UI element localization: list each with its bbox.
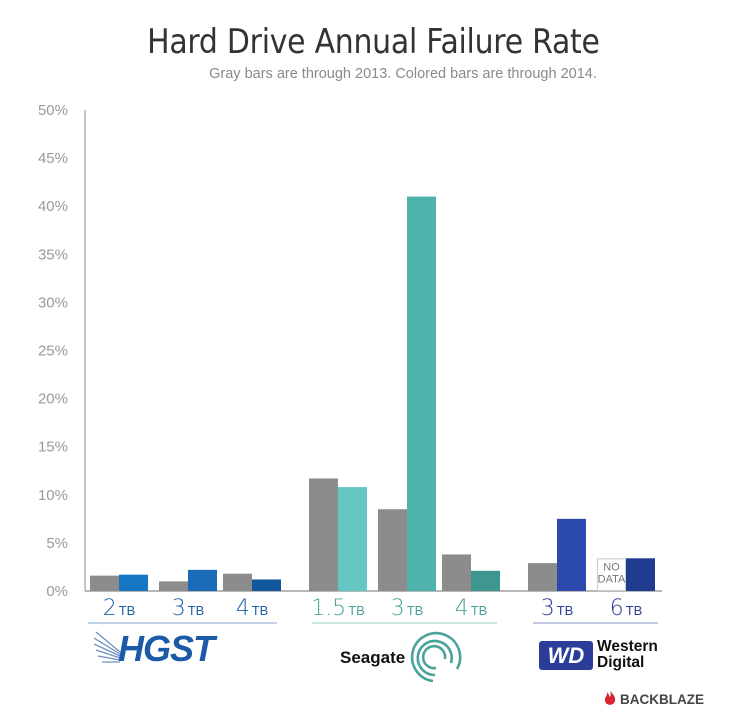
bar-2014 [471,570,500,591]
y-tick-label: 25% [38,343,68,360]
bar-2013 [442,554,471,591]
y-tick-label: 20% [38,391,68,408]
x-tick-label: 3 TB [391,596,424,621]
drive-size: 4 [236,596,250,621]
drive-size: 2 [103,596,117,621]
bar-2013 [159,581,188,591]
no-data-label: NO [603,561,620,573]
x-tick-label: 3 TB [541,596,574,621]
drive-size: 4 [455,596,469,621]
y-tick-label: 10% [38,487,68,504]
backblaze-logo: BACKBLAZE [620,692,704,707]
bar-2014 [338,487,367,591]
drive-unit: TB [252,603,269,618]
y-tick-label: 15% [38,439,68,456]
wd-logo-mark: WD [539,641,593,670]
wd-logo-line1: Western [597,638,658,655]
drive-unit: TB [626,603,643,618]
x-tick-label: 4 TB [236,596,269,621]
seagate-logo: Seagate [340,648,406,667]
drive-unit: TB [119,603,136,618]
no-data-label: DATA [598,573,626,585]
bar-2014 [252,579,281,591]
y-tick-label: 5% [46,535,68,552]
drive-size: 6 [610,596,624,621]
drive-size: 3 [391,596,405,621]
x-labels: 2 TB 3 TB 4 TB 1.5 TB 3 TB 4 TB 3 TB 6 TB [88,596,658,624]
wd-logo-text: Western Digital [597,639,658,671]
bar-2014 [626,558,655,591]
y-tick-label: 50% [38,102,68,119]
y-tick-label: 0% [46,583,68,600]
wd-logo-line2: Digital [597,654,645,671]
chart-title: Hard Drive Annual Failure Rate [147,22,600,62]
hgst-logo-rays [94,631,121,663]
y-tick-label: 45% [38,150,68,167]
x-tick-label: 3 TB [172,596,205,621]
drive-unit: TB [471,603,488,618]
bar-2013 [309,478,338,591]
x-tick-label: 6 TB [610,596,643,621]
drive-size: 3 [541,596,555,621]
bar-2013 [378,509,407,591]
bar-2013 [223,573,252,591]
drive-unit: TB [557,603,574,618]
x-tick-label: 2 TB [103,596,136,621]
bar-2014 [557,518,586,591]
drive-unit: TB [188,603,205,618]
bar-2014 [188,569,217,591]
hgst-logo: HGST [118,628,215,669]
x-tick-label: 1.5 TB [311,596,365,621]
drive-size: 1.5 [311,596,346,621]
no-data-box [596,558,627,592]
chart-subtitle: Gray bars are through 2013. Colored bars… [209,66,597,82]
x-tick-label: 4 TB [455,596,488,621]
y-axis: 0% 5% 10% 15% 20% 25% 30% 35% 40% 45% 50% [38,102,662,600]
backblaze-flame-icon [604,690,616,705]
bar-2014 [407,196,436,591]
bar-2013 [528,563,557,591]
y-tick-label: 40% [38,198,68,215]
drive-unit: TB [348,603,365,618]
drive-unit: TB [407,603,424,618]
drive-size: 3 [172,596,186,621]
seagate-logo-icon [410,631,462,683]
y-tick-label: 35% [38,246,68,263]
bar-2013 [90,575,119,591]
bar-2014 [119,574,148,591]
y-tick-label: 30% [38,294,68,311]
